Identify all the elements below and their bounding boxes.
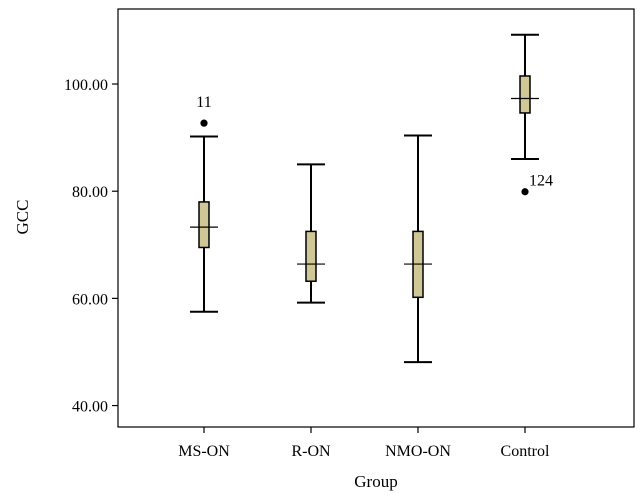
- x-axis: MS-ON R-ON NMO-ON Control: [178, 427, 550, 460]
- box-ms-on: [190, 135, 218, 313]
- plot-frame: [117, 8, 635, 428]
- outlier-point: [200, 119, 208, 127]
- x-tick-label: R-ON: [291, 443, 331, 460]
- box-control: [511, 33, 539, 161]
- y-tick-label: 100.00: [64, 77, 108, 94]
- box-group: [190, 33, 539, 364]
- box-nmo-on: [404, 134, 432, 364]
- y-tick-label: 80.00: [72, 184, 108, 201]
- x-tick-label: NMO-ON: [385, 443, 451, 460]
- outlier-point: [521, 188, 529, 196]
- outlier-group: 11 124: [196, 94, 553, 196]
- y-tick-label: 60.00: [72, 291, 108, 308]
- box-r-on: [297, 163, 325, 304]
- iqr-box: [198, 201, 210, 249]
- x-tick-label: MS-ON: [178, 443, 230, 460]
- y-tick-label: 40.00: [72, 399, 108, 416]
- x-axis-label: Group: [354, 472, 397, 491]
- y-axis: 40.00 60.00 80.00 100.00: [64, 77, 118, 416]
- outlier-label: 11: [196, 94, 211, 111]
- y-axis-label: GCC: [13, 200, 32, 235]
- x-tick-label: Control: [501, 443, 550, 460]
- iqr-box: [305, 230, 317, 282]
- iqr-box: [519, 75, 531, 114]
- outlier-label: 124: [529, 173, 553, 190]
